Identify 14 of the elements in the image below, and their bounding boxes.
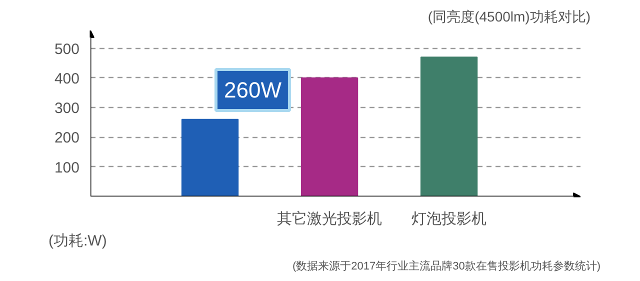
y-tick-label: 300 (54, 100, 80, 118)
y-tick-label: 100 (54, 159, 80, 176)
data-label: 260W (224, 78, 282, 103)
x-tick-label: 其它激光投影机 (277, 210, 382, 228)
y-axis-title: (功耗:W) (48, 232, 107, 250)
y-tick-label: 200 (54, 130, 80, 147)
y-tick-label: 400 (54, 70, 80, 88)
x-tick-label: 灯泡投影机 (412, 210, 487, 228)
bar (181, 118, 239, 196)
text: (数据来源于2017年行业主流品牌30款在售投影机功耗参数统计) (292, 260, 601, 272)
chart-title: (同亮度(4500lm)功耗对比) (428, 8, 591, 24)
y-tick-label: 500 (54, 40, 80, 58)
bar (420, 56, 478, 196)
bar (300, 77, 358, 196)
